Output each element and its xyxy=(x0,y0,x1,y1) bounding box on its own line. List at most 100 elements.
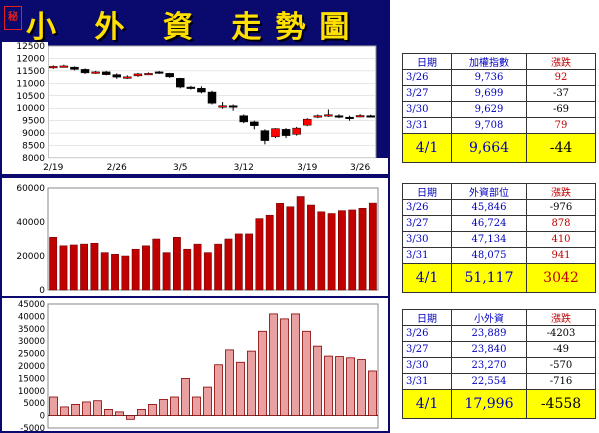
table-cell: 9,736 xyxy=(451,69,527,86)
table-row: 3/31 48,075 941 xyxy=(402,247,596,264)
table-cell: 878 xyxy=(526,215,596,232)
price-ytick-label: 11000 xyxy=(16,79,45,89)
small-foreign-bar xyxy=(368,370,377,416)
candle-body xyxy=(133,73,143,77)
candle-body xyxy=(345,116,354,119)
position-ytick-label: 0 xyxy=(39,286,45,296)
small-foreign-bar xyxy=(335,356,344,416)
position-bar xyxy=(203,252,212,291)
small-foreign-bar xyxy=(170,396,179,417)
small-foreign-ytick-label: -5000 xyxy=(20,424,45,433)
title-banner: 秘 小 外 資 走勢圖 xyxy=(0,0,390,45)
position-ytick-label: 60000 xyxy=(16,184,45,194)
candle-body xyxy=(197,88,206,93)
small-foreign-ytick-label: 45000 xyxy=(18,300,45,310)
table-latest-cell: 17,996 xyxy=(451,389,527,419)
position-bar xyxy=(162,252,171,291)
table-row: 3/26 45,846 -976 xyxy=(402,199,596,216)
candle-body xyxy=(112,74,122,78)
table-cell: -976 xyxy=(526,199,596,216)
table-latest-cell: 4/1 xyxy=(402,133,452,163)
position-bar xyxy=(255,218,264,291)
position-bar xyxy=(173,237,181,291)
table-cell: -37 xyxy=(526,85,596,102)
candle-body xyxy=(281,129,291,136)
table-latest-cell: -4558 xyxy=(526,389,596,419)
small-foreign-bar xyxy=(203,386,212,416)
candle-body xyxy=(239,115,248,123)
small-foreign-bar xyxy=(60,406,69,417)
position-bar xyxy=(90,243,99,291)
table-row: 3/31 9,708 79 xyxy=(402,117,596,134)
small-foreign-bar xyxy=(247,350,256,416)
small-foreign-bar xyxy=(225,349,234,417)
table-header-cell: 漲跌 xyxy=(526,183,596,200)
small-foreign-bar xyxy=(291,313,300,417)
table-cell: 48,075 xyxy=(451,247,527,264)
price-ytick-label: 12500 xyxy=(16,42,45,52)
price-ytick-label: 11500 xyxy=(16,67,45,77)
table-cell: 3/31 xyxy=(402,247,452,264)
small-foreign-bar xyxy=(82,401,91,416)
small-foreign-bar xyxy=(280,318,289,417)
position-bar xyxy=(69,244,78,291)
table-cell: 3/31 xyxy=(402,117,452,134)
table-cell: 3/27 xyxy=(402,85,452,102)
table-cell: 3/27 xyxy=(402,341,452,358)
table-cell: 3/27 xyxy=(402,215,452,232)
table-cell: 23,889 xyxy=(451,325,527,342)
table-latest-row: 4/1 9,664 -44 xyxy=(402,133,596,163)
table-cell: 23,270 xyxy=(451,357,527,374)
position-bar xyxy=(152,238,161,291)
position-bar xyxy=(276,203,284,291)
small-foreign-bar xyxy=(258,330,267,416)
candle-body xyxy=(59,65,69,68)
small-foreign-bar xyxy=(346,357,355,417)
table-header-cell: 日期 xyxy=(402,309,452,326)
small-foreign-bar xyxy=(357,359,366,417)
table-cell: 92 xyxy=(526,69,596,86)
price-ytick-label: 12000 xyxy=(16,54,45,64)
candle-body xyxy=(334,115,344,118)
table-cell: 3/26 xyxy=(402,199,452,216)
table-cell: -570 xyxy=(526,357,596,374)
table-cell: 45,846 xyxy=(451,199,527,216)
small-foreign-bar xyxy=(93,400,102,417)
small-foreign-bar xyxy=(192,396,201,417)
position-ytick-label: 20000 xyxy=(16,252,45,262)
table-latest-cell: 51,117 xyxy=(451,263,527,293)
candle-body xyxy=(70,66,79,70)
table-cell: 23,840 xyxy=(451,341,527,358)
small-foreign-bar xyxy=(269,313,278,417)
table-cell: -716 xyxy=(526,373,596,390)
table-row: 3/30 23,270 -570 xyxy=(402,357,596,374)
small-foreign-bar xyxy=(126,415,135,420)
price-ytick-label: 10000 xyxy=(16,104,45,114)
table-cell: 3/31 xyxy=(402,373,452,390)
candle-body xyxy=(165,73,174,78)
position-bar xyxy=(245,233,253,291)
candle-body xyxy=(186,86,196,89)
table-row: 3/30 9,629 -69 xyxy=(402,101,596,118)
candle-body xyxy=(292,127,301,135)
small-foreign-ytick-label: 0 xyxy=(40,412,45,422)
price-xtick-label: 2/26 xyxy=(107,163,127,173)
price-xaxis-bg xyxy=(2,158,388,174)
table-cell: 3/26 xyxy=(402,69,452,86)
price-ytick-label: 10500 xyxy=(16,92,45,102)
small-foreign-bar xyxy=(214,364,223,417)
position-bar xyxy=(183,248,192,291)
candle-body xyxy=(49,66,58,69)
candle-body xyxy=(355,115,365,118)
small-foreign-plot-area xyxy=(47,303,379,429)
candle-body xyxy=(366,115,375,118)
price-xtick-label: 3/19 xyxy=(297,163,317,173)
price-ytick-label: 9500 xyxy=(22,117,45,127)
table-cell: 3/30 xyxy=(402,231,452,248)
small-foreign-ytick-label: 5000 xyxy=(23,399,45,409)
small-foreign-ytick-label: 35000 xyxy=(18,325,45,335)
position-bar xyxy=(121,255,130,291)
position-bar xyxy=(327,213,336,291)
page-title: 小 外 資 走勢圖 xyxy=(26,10,364,45)
candle-body xyxy=(123,76,132,79)
